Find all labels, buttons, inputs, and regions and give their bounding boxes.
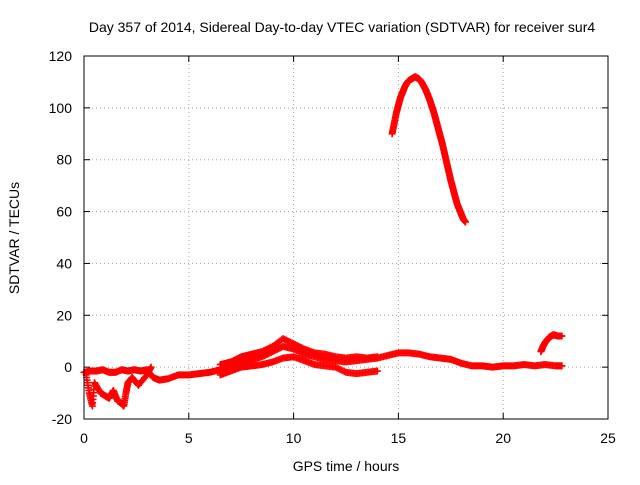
series-spread-upper xyxy=(216,335,381,369)
x-tick-label: 10 xyxy=(286,430,302,446)
data-point xyxy=(373,353,381,361)
x-tick-label: 15 xyxy=(391,430,407,446)
y-tick-label: 80 xyxy=(56,152,72,168)
data-point xyxy=(558,332,566,340)
x-tick-label: 0 xyxy=(80,430,88,446)
y-tick-labels: -20 0 20 40 60 80 100 120 xyxy=(49,48,73,427)
data-points xyxy=(80,73,566,410)
data-point xyxy=(461,218,469,226)
x-tick-label: 25 xyxy=(600,430,616,446)
series-late-rise xyxy=(537,331,566,356)
data-point xyxy=(147,363,155,371)
series-early-dips xyxy=(82,363,155,410)
series-high-arc xyxy=(388,73,469,226)
y-tick-label: 100 xyxy=(49,100,73,116)
y-tick-label: 60 xyxy=(56,204,72,220)
x-tick-label: 20 xyxy=(495,430,511,446)
x-tick-labels: 0 5 10 15 20 25 xyxy=(80,430,616,446)
y-axis-label: SDTVAR / TECUs xyxy=(6,182,22,294)
data-point xyxy=(558,362,566,370)
plot-frame xyxy=(83,55,609,420)
y-tick-label: 40 xyxy=(56,255,72,271)
y-tick-label: 0 xyxy=(64,359,72,375)
data-point xyxy=(373,367,381,375)
y-tick-label: 120 xyxy=(49,48,73,64)
x-tick-label: 5 xyxy=(185,430,193,446)
series-spread-lower xyxy=(216,353,381,379)
x-axis-label: GPS time / hours xyxy=(293,458,400,474)
chart-title: Day 357 of 2014, Sidereal Day-to-day VTE… xyxy=(89,19,595,35)
y-tick-label: -20 xyxy=(52,411,72,427)
y-tick-label: 20 xyxy=(56,307,72,323)
